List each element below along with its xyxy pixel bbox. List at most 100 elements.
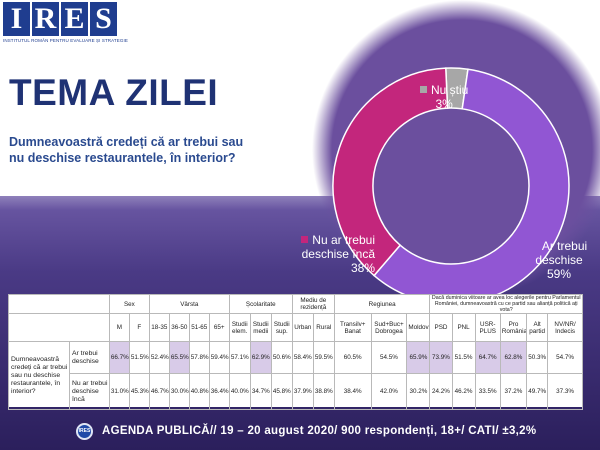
column-header: NV/NR/ Indecis <box>547 313 583 342</box>
value-cell: 62.8% <box>499 341 528 374</box>
value-cell: 37.9% <box>291 373 314 410</box>
value-cell: 42.0% <box>370 373 408 410</box>
value-cell: 30.2% <box>406 373 431 410</box>
group-sex: Sex <box>108 294 150 314</box>
value-cell: 46.7% <box>148 373 170 410</box>
da-value: 59% <box>546 267 572 281</box>
value-cell: 60.5% <box>333 341 372 374</box>
footer-text: AGENDA PUBLICĂ// 19 – 20 august 2020/ 90… <box>102 425 537 437</box>
table-row: Dumneavoastră credeți că ar trebui sau n… <box>8 341 583 410</box>
footer-bar: IRES AGENDA PUBLICĂ// 19 – 20 august 202… <box>0 412 600 450</box>
row-question: Dumneavoastră credeți că ar trebui sau n… <box>8 341 70 410</box>
blank-cell <box>8 294 110 314</box>
column-header: 65+ <box>208 313 230 342</box>
group-scolaritate: Școlaritate <box>228 294 293 314</box>
value-cell: 24.2% <box>429 373 453 410</box>
page-title: TEMA ZILEI <box>9 72 219 113</box>
logo-letter: R <box>32 2 59 36</box>
nustiu-value: 3% <box>435 97 453 111</box>
value-cell: 38.8% <box>312 373 335 410</box>
table-row: Nu ar trebui deschise încă 31.0% 45.3% 4… <box>9 373 583 410</box>
value-cell: 59.4% <box>208 341 230 374</box>
group-regiunea: Regiunea <box>333 294 431 314</box>
ires-logo: I R E S INSTITUTUL ROMÂN PENTRU EVALUARE… <box>3 2 128 52</box>
column-header: 36-50 <box>168 313 190 342</box>
value-cell: 31.0% <box>108 373 130 410</box>
donut-slice-ar-trebui-deschise <box>373 68 570 305</box>
value-cell: 59.5% <box>312 341 335 374</box>
value-cell: 62.9% <box>249 341 272 374</box>
nustiu-swatch <box>420 86 427 93</box>
nu-swatch <box>301 236 309 243</box>
column-header: Alt partid <box>526 313 549 342</box>
legend-nu: Nu ar trebui deschise încă 38% <box>285 233 375 275</box>
da-swatch <box>530 242 538 249</box>
table-column-header: M F 18-35 36-50 51-65 65+ Studii elem. S… <box>8 313 583 342</box>
row-label: Nu ar trebui deschise încă <box>68 373 110 410</box>
column-header: Urban <box>291 313 314 342</box>
da-label: Ar trebui deschise <box>535 239 588 267</box>
legend-nustiu: Nu știu 3% <box>420 83 468 111</box>
value-cell: 45.3% <box>128 373 150 410</box>
nu-value: 38% <box>350 261 375 275</box>
value-cell: 54.5% <box>370 341 408 374</box>
column-header: Pro România <box>499 313 528 342</box>
value-cell: 66.7% <box>108 341 130 374</box>
column-header: PSD <box>429 313 453 342</box>
logo-letters: I R E S <box>3 2 119 36</box>
value-cell: 40.0% <box>228 373 251 410</box>
column-header: Moldova <box>406 313 431 342</box>
column-header: Studii sup. <box>270 313 293 342</box>
group-mediu: Mediu de rezidență <box>291 294 335 314</box>
value-cell: 65.5% <box>168 341 190 374</box>
value-cell: 51.5% <box>128 341 150 374</box>
column-header: F <box>128 313 150 342</box>
value-cell: 37.3% <box>547 373 583 410</box>
value-cell: 49.7% <box>526 373 549 410</box>
column-header: Studii elem. <box>228 313 251 342</box>
value-cell: 46.2% <box>451 373 476 410</box>
donut-slice-nu-ar-trebui-deschise-nc- <box>332 67 449 277</box>
value-cell: 64.7% <box>474 341 501 374</box>
value-cell: 73.9% <box>429 341 453 374</box>
table-group-header: Sex Vârsta Școlaritate Mediu de rezidenț… <box>8 294 583 314</box>
group-vot: Dacă duminica viitoare ar avea loc alege… <box>429 294 583 314</box>
logo-subtitle: INSTITUTUL ROMÂN PENTRU EVALUARE ȘI STRA… <box>3 38 128 43</box>
logo-letter: I <box>3 2 30 36</box>
logo-letter: S <box>90 2 117 36</box>
value-cell: 30.0% <box>168 373 190 410</box>
value-cell: 34.7% <box>249 373 272 410</box>
value-cell: 45.8% <box>270 373 293 410</box>
column-header: 18-35 <box>148 313 170 342</box>
group-varsta: Vârsta <box>148 294 230 314</box>
logo-letter: E <box>61 2 88 36</box>
legend-da: Ar trebui deschise 59% <box>525 239 593 281</box>
value-cell: 58.4% <box>291 341 314 374</box>
value-cell: 52.4% <box>148 341 170 374</box>
column-header: M <box>108 313 130 342</box>
column-header: 51-65 <box>188 313 210 342</box>
value-cell: 38.4% <box>333 373 372 410</box>
blank-cell <box>8 313 110 342</box>
value-cell: 37.2% <box>499 373 528 410</box>
value-cell: 50.6% <box>270 341 293 374</box>
nustiu-label: Nu știu <box>431 83 469 97</box>
value-cell: 36.4% <box>208 373 230 410</box>
value-cell: 33.5% <box>474 373 501 410</box>
column-header: USR-PLUS <box>474 313 501 342</box>
column-header: Studii medii <box>249 313 272 342</box>
column-header: Sud+Buc+ Dobrogea <box>370 313 408 342</box>
row-label: Ar trebui deschise <box>68 341 110 374</box>
value-cell: 51.5% <box>451 341 476 374</box>
value-cell: 40.8% <box>188 373 210 410</box>
nu-label: Nu ar trebui deschise încă <box>301 233 375 261</box>
value-cell: 65.9% <box>406 341 431 374</box>
column-header: PNL <box>451 313 476 342</box>
column-header: Transilv+ Banat <box>333 313 372 342</box>
value-cell: 50.3% <box>526 341 549 374</box>
survey-question: Dumneavoastră credeți că ar trebui sau n… <box>9 135 244 165</box>
value-cell: 54.7% <box>547 341 583 374</box>
column-header: Rural <box>312 313 335 342</box>
value-cell: 57.1% <box>228 341 251 374</box>
ires-badge-icon: IRES <box>76 423 93 440</box>
